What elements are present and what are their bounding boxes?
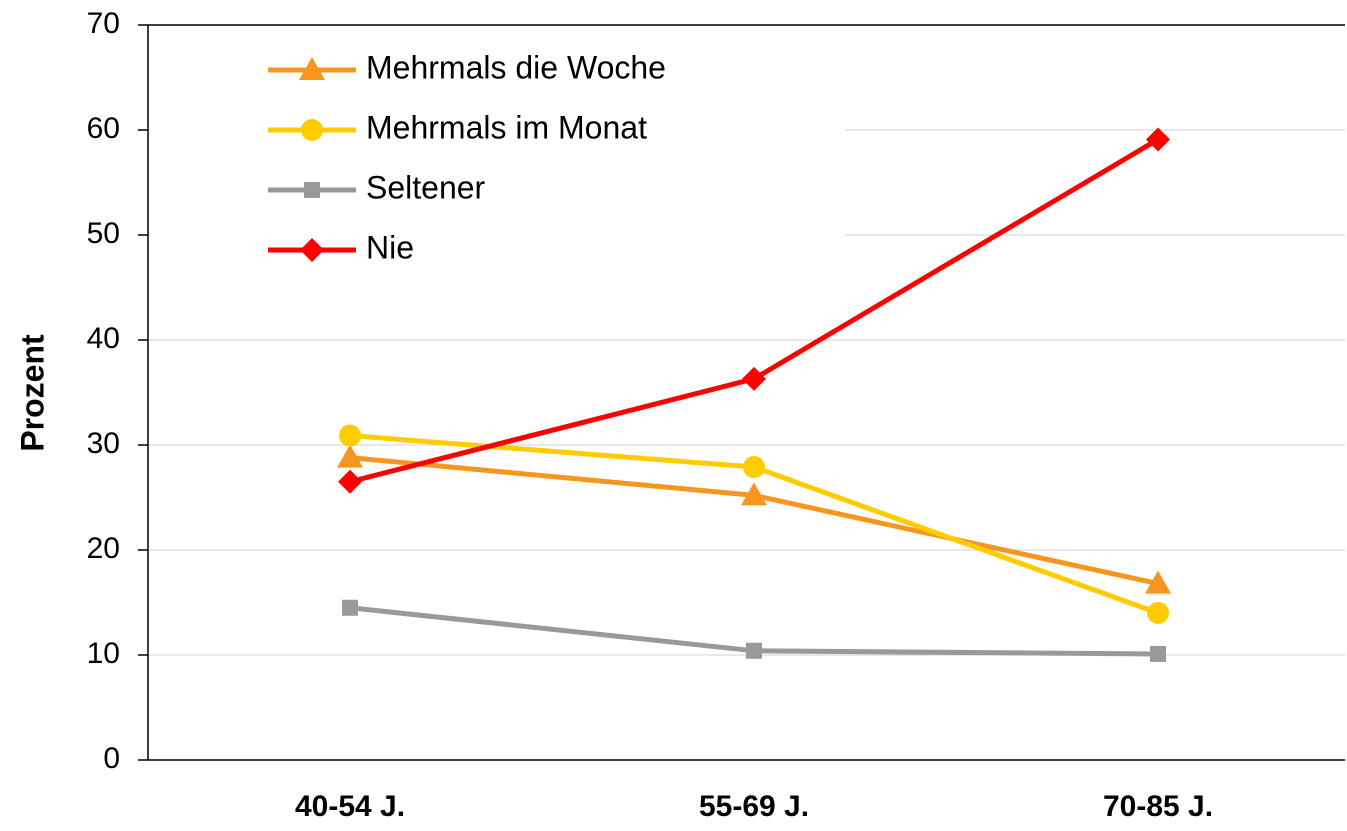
marker (1146, 127, 1170, 152)
legend-label: Seltener (366, 169, 486, 205)
y-tick-label: 40 (87, 322, 120, 355)
marker (338, 469, 362, 494)
marker (342, 599, 358, 616)
marker (1147, 602, 1169, 624)
marker (300, 238, 324, 262)
legend-label: Nie (366, 229, 414, 265)
x-tick-label: 70-85 J. (1103, 790, 1213, 823)
marker (337, 444, 363, 468)
marker (299, 57, 325, 80)
y-axis-label: Prozent (14, 334, 50, 452)
legend-background (150, 38, 845, 278)
y-tick-label: 50 (87, 217, 120, 250)
y-tick-label: 20 (87, 532, 120, 565)
marker (1150, 645, 1166, 662)
marker (1145, 570, 1171, 594)
marker (741, 482, 767, 506)
y-tick-label: 0 (103, 742, 120, 775)
marker (743, 456, 765, 479)
legend-label: Mehrmals die Woche (366, 49, 666, 85)
marker (742, 366, 766, 391)
marker (304, 182, 320, 198)
marker (746, 642, 762, 659)
y-tick-label: 70 (87, 7, 120, 40)
marker (301, 119, 323, 141)
x-tick-label: 55-69 J. (699, 790, 809, 823)
legend-label: Mehrmals im Monat (366, 109, 647, 145)
y-tick-label: 10 (87, 637, 120, 670)
marker (339, 424, 361, 447)
y-tick-label: 60 (87, 112, 120, 145)
y-tick-label: 30 (87, 427, 120, 460)
x-tick-label: 40-54 J. (295, 790, 405, 823)
